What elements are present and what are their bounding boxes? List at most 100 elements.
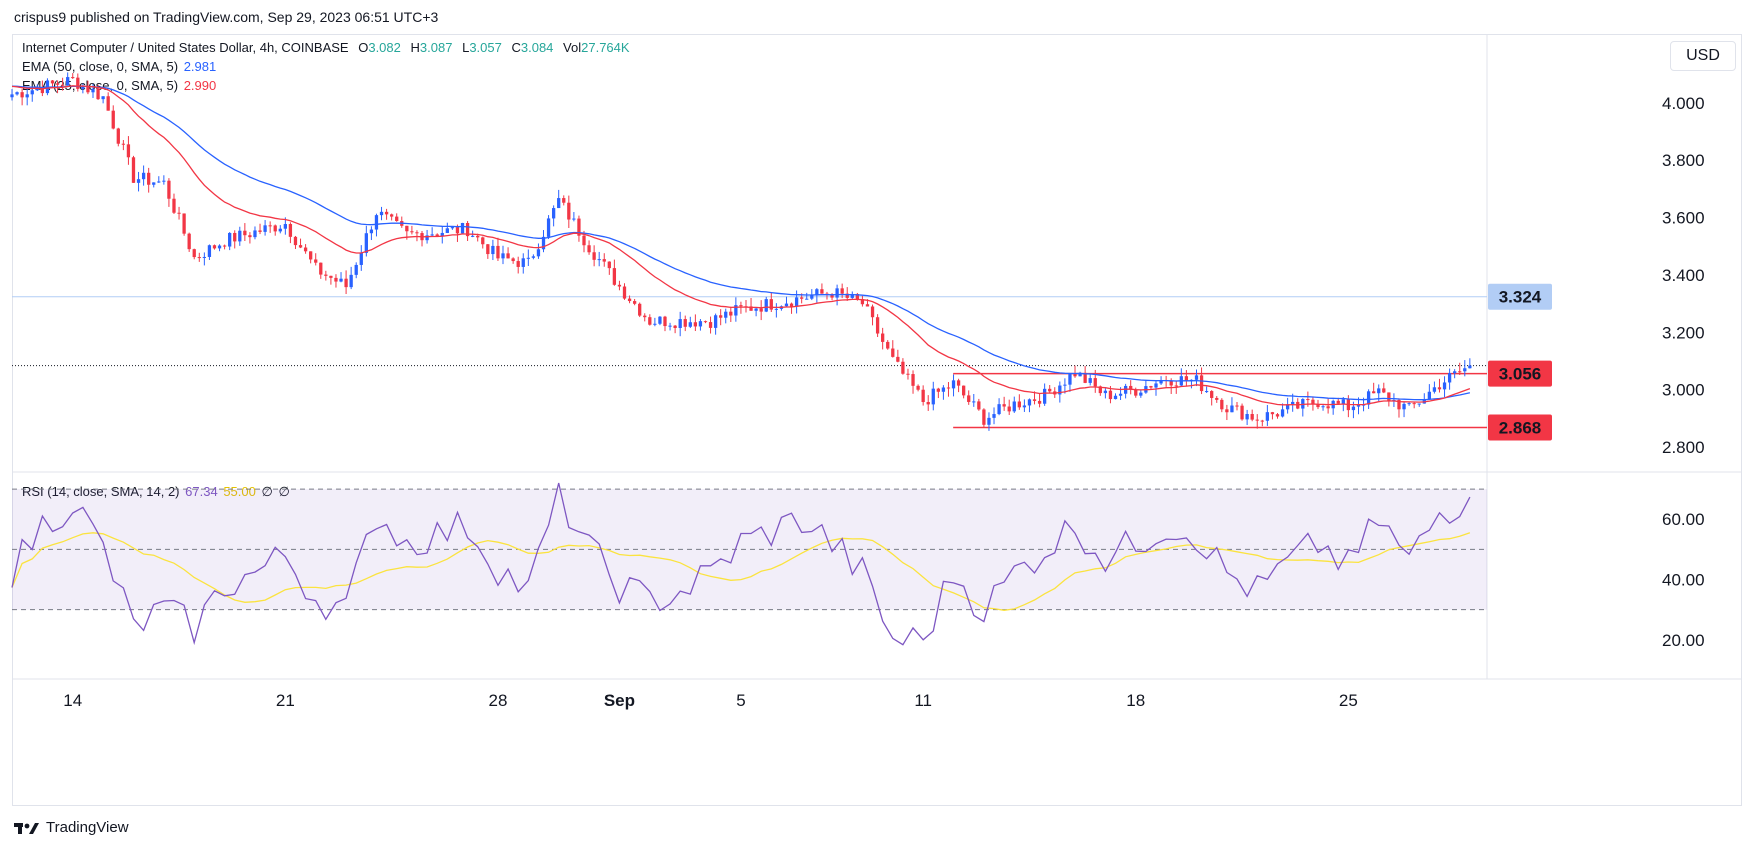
- candle-body: [941, 387, 946, 392]
- candle-body: [906, 373, 910, 375]
- candle-body: [1134, 389, 1138, 396]
- rsi-extra-1: ∅: [261, 484, 273, 499]
- candle-body: [319, 262, 323, 275]
- candle-body: [653, 323, 657, 325]
- candle-body: [501, 253, 505, 259]
- candle-body: [1336, 400, 1340, 404]
- candle-body: [789, 303, 794, 307]
- candle-body: [516, 261, 520, 267]
- price-label-text: 3.324: [1499, 288, 1542, 307]
- candle-body: [577, 218, 581, 236]
- ema25-line: [11, 85, 1471, 406]
- candle-body: [683, 319, 687, 327]
- candle-body: [1311, 399, 1315, 404]
- candle-body: [1341, 399, 1345, 404]
- candle-body: [1210, 391, 1214, 398]
- candle-body: [1265, 412, 1270, 421]
- candle-body: [116, 128, 120, 144]
- currency-button[interactable]: USD: [1670, 41, 1736, 71]
- candle-body: [921, 389, 925, 403]
- candle-body: [253, 230, 257, 238]
- candle-body: [551, 208, 556, 219]
- candle-body: [967, 395, 971, 402]
- candle-body: [632, 301, 637, 304]
- candle-body: [217, 245, 222, 249]
- rsi-axis[interactable]: 60.00 40.00 20.00: [1662, 510, 1705, 650]
- candle-body: [263, 225, 267, 232]
- candle-body: [481, 237, 485, 245]
- candle-body: [60, 84, 65, 86]
- candle-body: [734, 305, 738, 316]
- candle-body: [476, 235, 480, 238]
- price-tick-label: 3.800: [1662, 151, 1705, 170]
- price-tick-label: 4.000: [1662, 94, 1705, 113]
- candle-body: [617, 284, 622, 287]
- candle-body: [870, 306, 875, 318]
- candle-body: [1032, 399, 1037, 401]
- symbol-legend: Internet Computer / United States Dollar…: [22, 40, 630, 55]
- candle-body: [35, 88, 39, 91]
- time-axis[interactable]: 14 21 28 Sep 5 11 18 25: [63, 691, 1358, 710]
- candle-body: [987, 417, 991, 425]
- rsi-sma-value: 55.00: [223, 484, 256, 499]
- candle-body: [395, 216, 399, 222]
- candle-body: [820, 289, 824, 294]
- candle-body: [309, 251, 313, 260]
- price-axis[interactable]: 4.000 3.800 3.600 3.400 3.200 3.000 2.800 3.324…: [1488, 94, 1705, 457]
- candle-body: [369, 229, 374, 234]
- candle-body: [10, 94, 14, 98]
- symbol-title[interactable]: Internet Computer / United States Dollar…: [22, 40, 349, 55]
- candle-body: [1068, 374, 1072, 385]
- candle-body: [673, 325, 677, 329]
- candle-body: [881, 333, 885, 342]
- candle-body: [668, 325, 672, 327]
- candle-body: [435, 234, 439, 237]
- candle-body: [1037, 400, 1042, 404]
- candle-body: [1427, 391, 1432, 400]
- candle-body: [1432, 387, 1437, 392]
- candle-body: [1316, 403, 1320, 408]
- candle-body: [177, 212, 181, 214]
- candle-body: [865, 304, 870, 307]
- candle-body: [410, 231, 414, 233]
- candle-body: [243, 230, 247, 236]
- candle-body: [228, 232, 232, 247]
- candle-body: [1412, 403, 1416, 405]
- candle-body: [1083, 372, 1087, 383]
- candle-body: [769, 299, 773, 310]
- candle-body: [800, 297, 804, 299]
- candle-body: [303, 247, 308, 252]
- candle-body: [354, 264, 358, 275]
- candle-body: [1280, 409, 1285, 417]
- candle-body: [1407, 403, 1411, 405]
- rsi-legend[interactable]: RSI (14, close, SMA, 14, 2) 67.34 55.00 …: [22, 484, 290, 500]
- candle-body: [192, 249, 196, 258]
- candle-body: [739, 305, 743, 307]
- time-tick-label: 25: [1339, 691, 1358, 710]
- candle-body: [278, 228, 282, 232]
- ema-lines: [11, 85, 1471, 406]
- candle-body: [1174, 385, 1178, 387]
- candle-body: [329, 275, 333, 278]
- candle-body: [693, 322, 698, 327]
- candle-body: [1093, 378, 1097, 387]
- price-label-text: 2.868: [1499, 419, 1542, 438]
- candle-body: [708, 322, 713, 328]
- ema50-legend[interactable]: EMA (50, close, 0, SMA, 5) 2.981: [22, 59, 216, 74]
- tradingview-brand[interactable]: TradingView: [14, 819, 129, 836]
- candle-body: [729, 311, 733, 316]
- open-label: O: [358, 40, 369, 55]
- candle-body: [1321, 406, 1325, 408]
- candle-body: [187, 233, 191, 250]
- candle-body: [972, 401, 976, 403]
- volume-label: Vol: [563, 40, 582, 55]
- time-tick-label: 21: [276, 691, 295, 710]
- candle-body: [982, 409, 986, 425]
- price-tick-label: 3.400: [1662, 266, 1705, 285]
- candle-body: [1027, 399, 1032, 406]
- candle-body: [334, 277, 338, 282]
- ema25-legend[interactable]: EMA (25, close, 0, SMA, 5) 2.990: [22, 78, 216, 93]
- candle-body: [314, 259, 318, 263]
- candle-body: [1042, 388, 1047, 404]
- candle-body: [774, 308, 779, 310]
